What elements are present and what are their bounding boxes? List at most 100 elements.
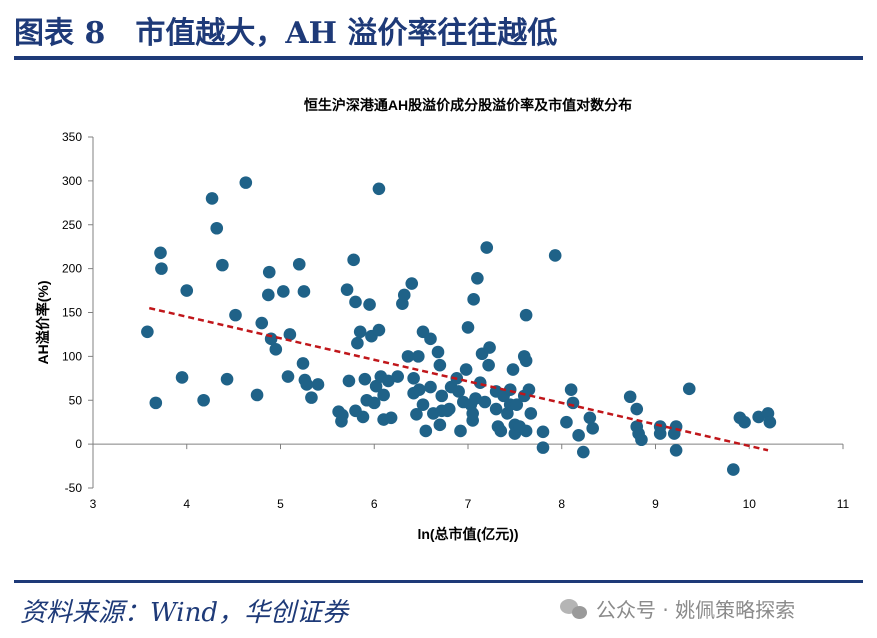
data-point <box>358 372 372 386</box>
y-tick-label: 250 <box>62 218 82 232</box>
chart-title: 恒生沪深港通AH股溢价成分股溢价率及市值对数分布 <box>304 97 632 113</box>
data-point <box>405 277 419 290</box>
y-tick-label: 350 <box>62 130 82 144</box>
x-tick-label: 7 <box>465 497 472 511</box>
data-point <box>586 422 599 435</box>
data-point <box>349 295 362 309</box>
data-point <box>175 371 189 384</box>
data-point <box>351 336 364 350</box>
data-point <box>738 415 751 429</box>
data-point <box>459 363 473 376</box>
data-point <box>297 285 311 298</box>
data-point <box>435 389 449 403</box>
data-point <box>506 363 520 376</box>
data-point <box>401 350 415 363</box>
data-point <box>635 433 648 447</box>
data-point <box>384 411 398 425</box>
wechat-icon <box>560 597 588 621</box>
data-point <box>566 396 580 410</box>
data-point <box>353 325 367 339</box>
figure-title: 图表 8 市值越大，AH 溢价率往往越低 <box>14 16 558 51</box>
data-point <box>205 192 219 205</box>
y-tick-label: 200 <box>62 262 82 276</box>
data-point <box>372 182 386 196</box>
data-point <box>356 410 370 424</box>
watermark: 公众号 · 姚佩策略探索 <box>560 594 795 623</box>
data-point <box>682 382 696 396</box>
data-point <box>296 357 310 370</box>
data-point <box>536 425 550 439</box>
data-point <box>419 424 433 438</box>
data-point <box>197 393 210 407</box>
data-point <box>454 424 467 438</box>
data-point <box>305 391 318 404</box>
y-tick-label: 150 <box>62 306 82 320</box>
data-point <box>471 271 484 285</box>
data-point <box>763 415 777 429</box>
data-point <box>311 378 325 391</box>
source-note: 资料来源：Wind，华创证券 <box>20 598 348 628</box>
y-tick-label: -50 <box>65 481 83 495</box>
data-point <box>572 429 585 442</box>
data-point <box>262 288 275 302</box>
x-tick-label: 3 <box>90 497 97 511</box>
data-point <box>412 350 425 363</box>
data-point <box>424 380 437 394</box>
figure-header: 图表 8 市值越大，AH 溢价率往往越低 <box>14 6 863 52</box>
data-point <box>560 415 573 429</box>
data-point <box>407 372 420 385</box>
data-point <box>431 345 445 359</box>
data-point <box>149 396 163 410</box>
data-point <box>466 407 479 420</box>
data-point <box>347 253 360 267</box>
footer-rule <box>14 580 863 583</box>
data-point <box>564 383 578 397</box>
data-point <box>489 402 503 416</box>
data-point <box>482 358 495 372</box>
data-point <box>363 298 376 311</box>
data-point <box>277 285 290 298</box>
data-point <box>269 343 283 356</box>
data-point <box>141 325 154 339</box>
watermark-text: 公众号 · 姚佩策略探索 <box>596 598 796 622</box>
data-point <box>630 402 644 416</box>
data-point <box>397 288 411 302</box>
data-point <box>519 354 533 368</box>
data-point <box>424 332 437 346</box>
data-point <box>369 379 383 393</box>
header-rule <box>14 56 863 60</box>
data-point <box>292 257 306 271</box>
data-point <box>382 374 395 388</box>
y-tick-label: 0 <box>75 437 82 451</box>
data-point <box>433 358 447 372</box>
data-point <box>522 383 536 397</box>
data-point <box>483 341 496 354</box>
data-point <box>180 284 194 297</box>
data-point <box>412 383 426 397</box>
data-point <box>340 283 354 296</box>
data-point <box>283 328 297 341</box>
data-point <box>281 370 295 383</box>
x-tick-label: 11 <box>837 497 850 511</box>
data-point <box>239 176 253 189</box>
data-point <box>377 388 390 402</box>
data-point <box>510 398 524 411</box>
data-point <box>433 418 447 432</box>
data-point <box>250 388 264 402</box>
data-point <box>229 308 242 322</box>
data-point <box>577 445 590 459</box>
y-tick-label: 300 <box>62 174 82 188</box>
scatter-chart: 恒生沪深港通AH股溢价成分股溢价率及市值对数分布 -50 0 50 100 150 200 2… <box>35 97 850 542</box>
data-point <box>727 463 740 476</box>
data-point <box>548 249 562 262</box>
data-point <box>342 374 356 388</box>
data-point <box>410 407 423 421</box>
data-point <box>442 402 456 416</box>
data-point <box>367 396 381 410</box>
y-tick-label: 50 <box>69 393 83 407</box>
y-tick-label: 100 <box>62 349 82 363</box>
data-point <box>416 398 430 411</box>
data-point <box>653 427 667 440</box>
data-point <box>669 443 683 457</box>
data-point <box>216 258 229 272</box>
